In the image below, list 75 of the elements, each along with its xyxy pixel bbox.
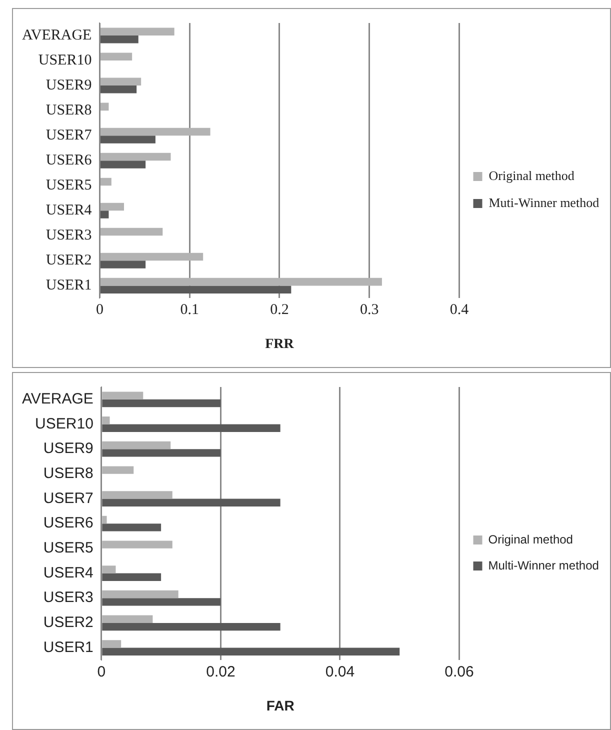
x-tick-label: 0	[97, 663, 106, 680]
y-tick-label: USER8	[43, 465, 94, 482]
bar	[102, 524, 162, 532]
y-tick-label: USER4	[43, 564, 94, 582]
bar	[100, 136, 156, 144]
bar	[102, 622, 280, 631]
x-axis-title: FAR	[266, 697, 294, 714]
bar	[100, 78, 142, 86]
bar	[100, 278, 382, 286]
y-tick-label: USER5	[46, 178, 92, 194]
x-tick-label: 0	[96, 302, 104, 318]
y-tick-label: USER7	[43, 490, 94, 507]
bar	[102, 516, 107, 524]
bar	[102, 441, 171, 450]
bar	[100, 228, 163, 236]
bar	[102, 424, 280, 432]
bar	[100, 36, 138, 44]
bar	[102, 648, 400, 656]
bar	[102, 498, 280, 506]
bar	[102, 416, 110, 424]
bar	[100, 160, 146, 168]
y-tick-label: USER8	[46, 102, 92, 118]
bar	[102, 615, 153, 623]
bar	[100, 152, 171, 161]
x-tick-label: 0.3	[360, 302, 379, 318]
bar	[100, 210, 109, 218]
y-tick-label: USER1	[43, 638, 94, 656]
x-tick-label: 0.4	[450, 302, 470, 318]
bar	[100, 252, 204, 261]
legend-label: Multi-Winner method	[488, 558, 599, 572]
bar	[100, 178, 112, 186]
bar	[102, 392, 144, 400]
legend-label: Muti-Winner method	[488, 194, 600, 210]
bar	[102, 598, 221, 606]
bar	[100, 52, 132, 61]
x-tick-label: 0.04	[325, 663, 355, 680]
bar	[100, 128, 210, 136]
bar	[102, 449, 221, 457]
y-tick-label: USER3	[46, 228, 92, 244]
bar	[102, 566, 116, 574]
y-tick-label: USER2	[46, 252, 92, 269]
bar	[100, 86, 137, 94]
bar	[100, 28, 174, 36]
y-tick-label: USER6	[43, 514, 94, 532]
bar	[102, 590, 178, 598]
bar	[102, 466, 134, 474]
y-tick-label: USER1	[46, 278, 92, 294]
y-tick-label: AVERAGE	[22, 27, 92, 44]
bar	[100, 202, 124, 211]
bar	[102, 640, 122, 648]
bar	[100, 286, 292, 294]
x-tick-label: 0.06	[444, 663, 474, 680]
y-tick-label: USER10	[38, 52, 92, 68]
legend-label: Original method	[488, 168, 575, 183]
x-axis-title: FRR	[265, 337, 295, 352]
x-tick-label: 0.2	[270, 302, 289, 318]
y-tick-label: USER3	[43, 589, 94, 606]
y-tick-label: USER5	[43, 540, 94, 557]
y-tick-label: USER9	[43, 440, 94, 458]
bar	[102, 491, 172, 499]
x-tick-label: 0.1	[180, 302, 199, 318]
bar	[102, 573, 162, 581]
y-tick-label: USER10	[35, 415, 94, 432]
bar	[102, 399, 221, 408]
x-tick-label: 0.02	[206, 663, 236, 680]
bar	[100, 102, 109, 111]
y-tick-label: USER9	[46, 77, 92, 94]
y-tick-label: USER2	[43, 614, 94, 632]
bar	[100, 260, 146, 268]
bar	[102, 540, 172, 548]
y-tick-label: USER6	[46, 152, 92, 169]
legend-label: Original method	[488, 532, 573, 546]
y-tick-label: USER4	[46, 202, 92, 219]
y-tick-label: USER7	[46, 128, 92, 144]
y-tick-label: AVERAGE	[22, 390, 94, 408]
